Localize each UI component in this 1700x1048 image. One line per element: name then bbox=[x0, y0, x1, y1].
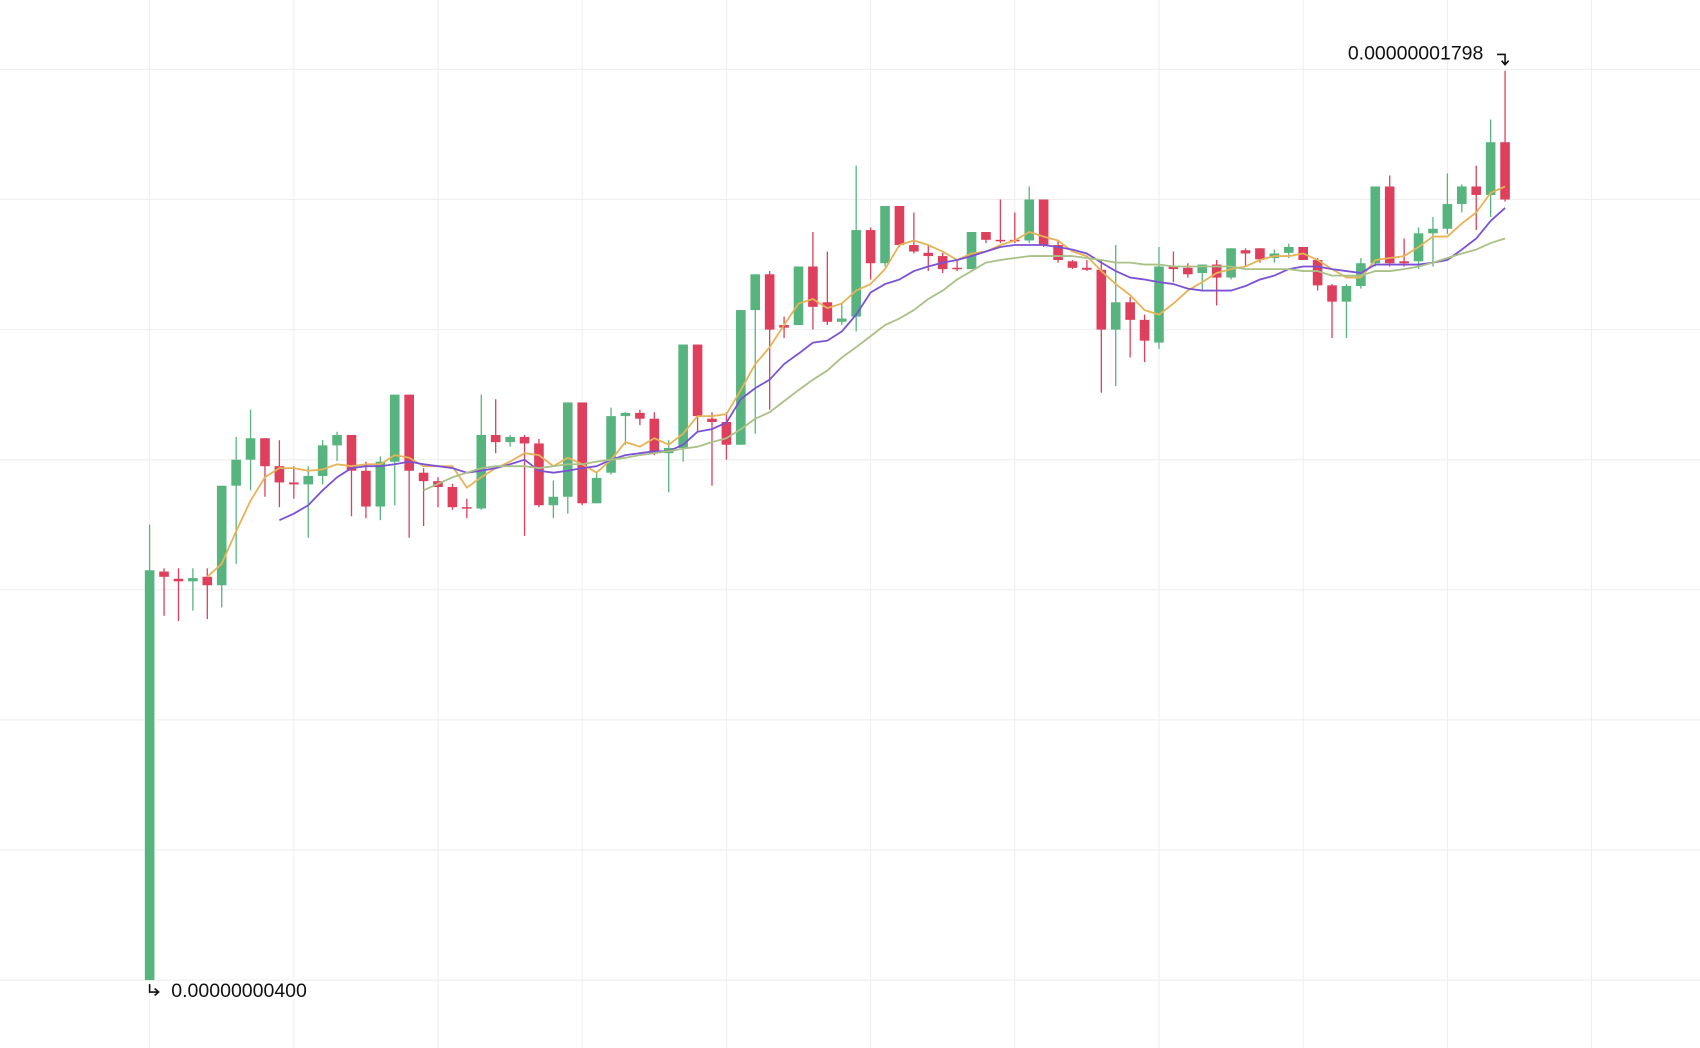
candle-body bbox=[1038, 199, 1049, 246]
candle-body bbox=[418, 472, 429, 482]
candle-body bbox=[389, 394, 400, 462]
moving-average-line bbox=[206, 185, 1506, 578]
candle-body bbox=[1500, 142, 1510, 200]
candle-body bbox=[1226, 248, 1236, 278]
candle-body bbox=[332, 434, 342, 446]
candle-body bbox=[678, 344, 688, 448]
annotation-label: 0.00000001798 bbox=[1348, 43, 1484, 65]
candle-body bbox=[447, 487, 458, 508]
candle-body bbox=[1183, 267, 1193, 275]
candle-body bbox=[966, 232, 977, 270]
candle-body bbox=[245, 438, 256, 460]
candle-body bbox=[490, 434, 501, 443]
candle-body bbox=[361, 470, 371, 507]
candle-body bbox=[534, 443, 544, 506]
candle-body bbox=[808, 266, 818, 307]
candle-body bbox=[1082, 267, 1092, 270]
candle-body bbox=[692, 344, 703, 417]
candle-body bbox=[894, 205, 905, 246]
candle-body bbox=[836, 318, 847, 322]
candle-body bbox=[1168, 266, 1179, 270]
candle-body bbox=[1356, 263, 1366, 287]
candle-body bbox=[1125, 302, 1135, 320]
candle-body bbox=[144, 570, 155, 981]
candle-body bbox=[1485, 142, 1496, 195]
annotation-arrow bbox=[1497, 53, 1510, 66]
candle-body bbox=[260, 438, 270, 467]
candle-body bbox=[1370, 186, 1381, 264]
candle-body bbox=[721, 421, 732, 445]
candle-body bbox=[606, 416, 616, 473]
candle-body bbox=[620, 412, 631, 417]
candle-body bbox=[404, 394, 414, 471]
candle-body bbox=[289, 482, 299, 485]
candle-body bbox=[649, 418, 660, 454]
candle-body bbox=[1197, 264, 1208, 273]
candle-body bbox=[1154, 266, 1164, 343]
candle-body bbox=[519, 436, 530, 444]
candle-body bbox=[880, 205, 890, 264]
candle-body bbox=[577, 402, 588, 504]
candle-body bbox=[1471, 186, 1482, 195]
moving-average-line bbox=[423, 237, 1506, 492]
candle-body bbox=[1053, 245, 1063, 260]
candle-body bbox=[317, 445, 328, 476]
candle-body bbox=[1110, 302, 1121, 330]
candle-body bbox=[346, 434, 357, 471]
candle-body bbox=[793, 266, 804, 326]
candle-body bbox=[707, 418, 717, 422]
candle-body bbox=[995, 239, 1006, 242]
candle-body bbox=[1211, 264, 1222, 278]
candle-body bbox=[1139, 319, 1150, 341]
candle-body bbox=[274, 466, 285, 483]
candle-body bbox=[173, 578, 184, 582]
candle-body bbox=[1457, 186, 1467, 205]
moving-average-line bbox=[279, 207, 1506, 522]
candle-body bbox=[1428, 228, 1438, 234]
candle-body bbox=[981, 232, 991, 240]
candle-body bbox=[231, 459, 241, 486]
candle-body bbox=[548, 496, 559, 506]
candle-body bbox=[188, 578, 198, 582]
candle-body bbox=[1255, 248, 1265, 260]
candle-body bbox=[476, 434, 487, 509]
candle-body bbox=[822, 302, 833, 322]
candle-body bbox=[1384, 186, 1395, 264]
candle-body bbox=[952, 267, 962, 270]
candle-body bbox=[1024, 199, 1035, 241]
candle-body bbox=[923, 252, 934, 257]
candle-body bbox=[375, 461, 386, 507]
candle-body bbox=[1327, 285, 1337, 302]
candle-body bbox=[303, 475, 314, 485]
candle-body bbox=[865, 230, 876, 264]
candle-body bbox=[736, 310, 746, 445]
candle-body bbox=[216, 485, 227, 586]
candle-body bbox=[1399, 261, 1409, 264]
candle-body bbox=[202, 576, 213, 586]
candle-body bbox=[635, 412, 645, 419]
candle-body bbox=[591, 477, 602, 504]
candle-body bbox=[1240, 250, 1251, 254]
candle-body bbox=[462, 507, 472, 509]
annotation-arrow bbox=[148, 984, 160, 997]
candle-body bbox=[1283, 246, 1294, 253]
candle-body bbox=[1442, 204, 1453, 229]
candle-body bbox=[1312, 259, 1323, 286]
candle-body bbox=[159, 571, 169, 577]
candle-body bbox=[1067, 261, 1078, 268]
candle-body bbox=[505, 436, 515, 443]
candle-body bbox=[1341, 286, 1352, 302]
candle-body bbox=[764, 274, 775, 330]
candle-body bbox=[909, 245, 919, 252]
candle-body bbox=[750, 274, 761, 311]
candle-body bbox=[1096, 269, 1107, 330]
candle-body bbox=[562, 402, 573, 497]
annotation-label: 0.00000000400 bbox=[171, 980, 307, 1002]
candle-body bbox=[851, 230, 861, 317]
